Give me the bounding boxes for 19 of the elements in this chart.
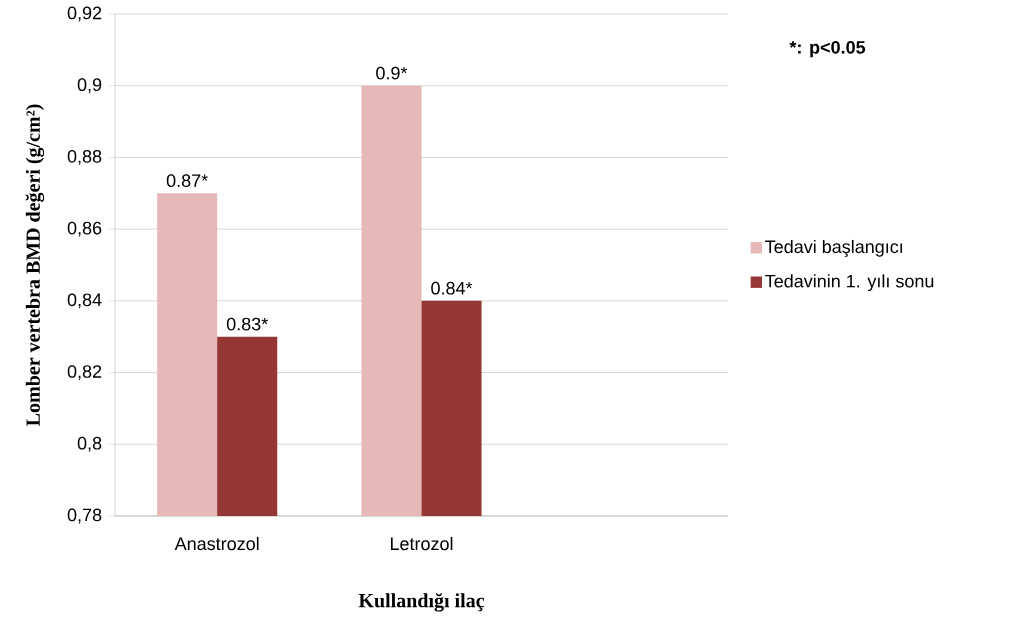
y-tick-label: 0,88 <box>67 149 102 165</box>
y-tick-label: 0,9 <box>77 78 102 94</box>
y-tick-label: 0,8 <box>77 436 102 452</box>
x-tick-label: Letrozol <box>390 536 453 551</box>
y-tick-label: 0,78 <box>67 508 102 524</box>
y-tick-label: 0,86 <box>67 221 102 237</box>
legend-label: Tedavi başlangıcı <box>765 239 903 257</box>
legend-label: Tedavinin 1. yılı sonu <box>765 274 934 292</box>
data-label: 0.87* <box>166 174 208 188</box>
data-label: 0.83* <box>226 317 268 331</box>
y-tick-label: 0,82 <box>67 365 102 380</box>
text: *: p<0.05 <box>789 40 866 58</box>
data-label: 0.9* <box>376 66 408 80</box>
y-tick-label: 0,92 <box>67 6 102 22</box>
y-tick-label: 0,84 <box>67 293 102 309</box>
y-axis-title: Lomber vertebra BMD değeri (g/cm²) <box>25 104 45 426</box>
data-label: 0.84* <box>431 281 473 295</box>
x-axis-title: Kullandığı ilaç <box>358 593 485 612</box>
x-tick-label: Anastrozol <box>174 536 259 551</box>
